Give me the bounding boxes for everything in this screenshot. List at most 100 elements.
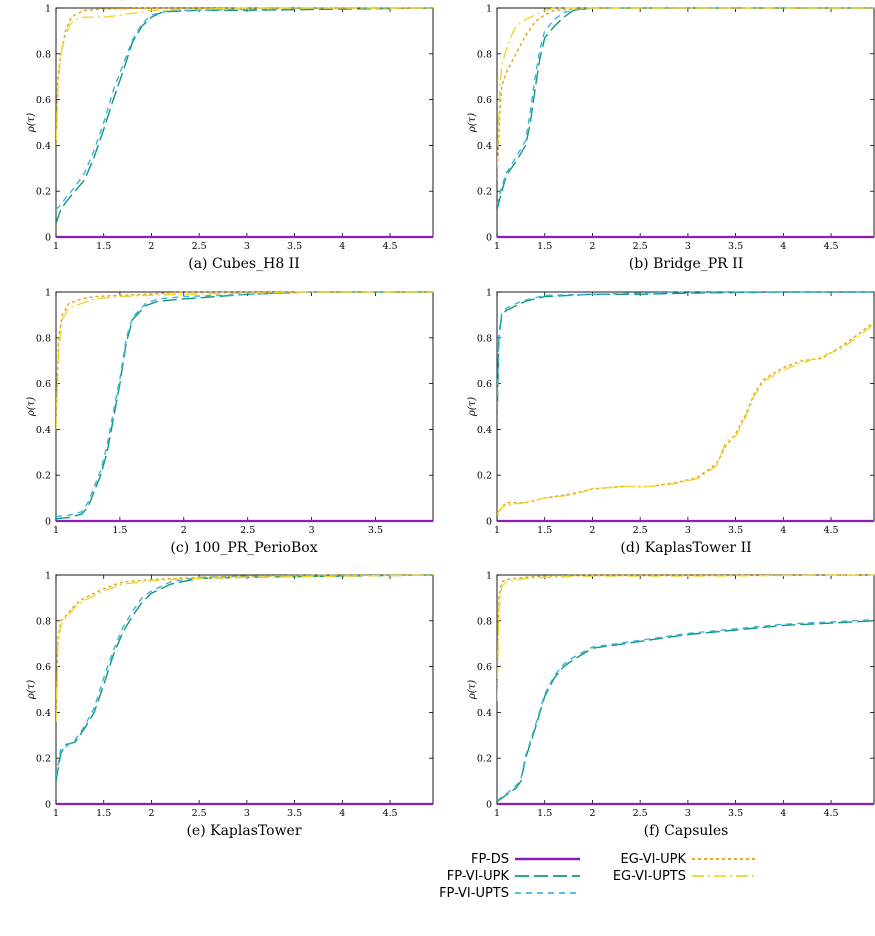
y-tick-label: 0.4: [36, 425, 51, 436]
x-tick-label: 1.5: [96, 808, 111, 819]
y-tick-label: 0.8: [477, 333, 492, 344]
x-tick-label: 4.5: [382, 808, 397, 819]
y-tick-label: 0: [45, 233, 51, 244]
plot-frame: [55, 7, 434, 238]
x-tick-label: 1.5: [96, 241, 111, 252]
x-tick-label: 2.5: [240, 525, 255, 536]
y-tick-label: 0.6: [477, 95, 492, 106]
y-tick-label: 1: [486, 4, 492, 15]
x-tick-label: 2: [589, 808, 595, 819]
series-line-fp-vi-upk: [56, 574, 433, 782]
series-line-eg-vi-upts: [56, 291, 433, 430]
plot-frame: [496, 291, 875, 522]
x-tick-label: 3.5: [728, 808, 743, 819]
x-tick-label: 1.5: [537, 808, 552, 819]
series-line-fp-vi-upts: [497, 619, 874, 802]
series-line-fp-vi-upk: [497, 291, 874, 425]
legend: FP-DS FP-VI-UPK FP-VI-UPTS EG-VI-UPK EG-…: [439, 852, 756, 901]
x-tick-label: 4.5: [382, 241, 397, 252]
y-tick-label: 0.2: [36, 187, 51, 198]
y-tick-label: 0: [45, 800, 51, 811]
y-tick-label: 0: [486, 517, 492, 528]
series-line-fp-vi-upk: [497, 620, 874, 803]
legend-label-fp-ds: FP-DS: [471, 852, 509, 867]
series-line-eg-vi-upk: [497, 574, 874, 690]
y-tick-label: 0.2: [477, 187, 492, 198]
x-tick-label: 3.5: [287, 241, 302, 252]
x-tick-label: 3.5: [728, 525, 743, 536]
x-tick-label: 2.5: [633, 241, 648, 252]
y-tick-label: 0.8: [36, 333, 51, 344]
y-tick-label: 0.4: [477, 708, 492, 719]
y-tick-label: 0.4: [477, 141, 492, 152]
y-tick-label: 1: [45, 4, 51, 15]
panel-caption: (d) KaplasTower II: [620, 540, 751, 556]
x-tick-label: 2.5: [633, 525, 648, 536]
y-tick-label: 1: [45, 571, 51, 582]
x-tick-label: 1.5: [537, 525, 552, 536]
y-tick-label: 1: [486, 571, 492, 582]
chart-panel-3: 1 1.5 2 2.5 3 3.5 0 0.2 0.4 0.6 0.8 1 ρ(τ) (c) 100_PR…: [26, 288, 434, 556]
y-tick-label: 0.2: [477, 471, 492, 482]
y-tick-label: 0.2: [477, 754, 492, 765]
y-axis-label: ρ(τ): [467, 113, 478, 133]
panels: 1 1.5 2 2.5 3 3.5 4 4.5 0 0.2 0.4 0.6 0.8 1 ρ(τ) (a) Cu…: [26, 4, 875, 839]
x-tick-label: 2: [148, 808, 154, 819]
x-tick-label: 2: [589, 241, 595, 252]
x-tick-label: 4: [339, 808, 345, 819]
panel-caption: (a) Cubes_H8 II: [188, 256, 300, 272]
series-line-eg-vi-upk: [56, 574, 433, 718]
y-tick-label: 0: [45, 517, 51, 528]
chart-panel-2: 1 1.5 2 2.5 3 3.5 4 4.5 0 0.2 0.4 0.6 0.8 1 ρ(τ) (b) Br…: [467, 4, 875, 272]
x-tick-label: 4: [780, 241, 786, 252]
series-line-fp-vi-upk: [56, 7, 433, 224]
y-tick-label: 0.6: [36, 95, 51, 106]
panel-caption: (b) Bridge_PR II: [629, 256, 743, 272]
y-tick-label: 0.8: [477, 49, 492, 60]
x-tick-label: 2.5: [192, 808, 207, 819]
y-tick-label: 0.2: [36, 754, 51, 765]
y-tick-label: 0.8: [477, 616, 492, 627]
plot-frame: [496, 7, 875, 238]
series-line-eg-vi-upts: [56, 574, 433, 722]
y-axis-label: ρ(τ): [26, 397, 37, 417]
y-axis-label: ρ(τ): [467, 680, 478, 700]
y-tick-label: 0.8: [36, 49, 51, 60]
series-line-eg-vi-upts: [56, 7, 433, 141]
x-tick-label: 2.5: [192, 241, 207, 252]
x-tick-label: 1: [494, 808, 500, 819]
x-tick-label: 1: [494, 525, 500, 536]
x-tick-label: 4.5: [823, 241, 838, 252]
series-line-fp-vi-upk: [56, 291, 433, 520]
x-tick-label: 1: [494, 241, 500, 252]
legend-label-fp-vi-upk: FP-VI-UPK: [447, 869, 510, 884]
series-line-fp-vi-upts: [56, 7, 433, 211]
x-tick-label: 3: [685, 525, 691, 536]
chart-panel-6: 1 1.5 2 2.5 3 3.5 4 4.5 0 0.2 0.4 0.6 0.8 1 ρ(τ) (f) Ca…: [467, 571, 875, 839]
x-tick-label: 3: [685, 241, 691, 252]
x-tick-label: 3: [685, 808, 691, 819]
y-axis-label: ρ(τ): [467, 397, 478, 417]
legend-label-eg-vi-upk: EG-VI-UPK: [620, 852, 686, 867]
y-tick-label: 0.6: [36, 379, 51, 390]
series-line-fp-vi-upts: [56, 291, 433, 518]
x-tick-label: 3: [244, 241, 250, 252]
x-tick-label: 2.5: [633, 808, 648, 819]
x-tick-label: 3.5: [287, 808, 302, 819]
x-tick-label: 4: [780, 525, 786, 536]
chart-panel-1: 1 1.5 2 2.5 3 3.5 4 4.5 0 0.2 0.4 0.6 0.8 1 ρ(τ) (a) Cu…: [26, 4, 434, 272]
y-tick-label: 1: [486, 288, 492, 299]
x-tick-label: 1: [53, 525, 59, 536]
y-tick-label: 0.2: [36, 471, 51, 482]
y-tick-label: 0.6: [477, 379, 492, 390]
chart-panel-5: 1 1.5 2 2.5 3 3.5 4 4.5 0 0.2 0.4 0.6 0.8 1 ρ(τ) (e) Ka…: [26, 571, 434, 839]
x-tick-label: 4.5: [823, 525, 838, 536]
legend-label-fp-vi-upts: FP-VI-UPTS: [439, 886, 509, 901]
panel-caption: (e) KaplasTower: [186, 823, 301, 839]
series-line-eg-vi-upts: [497, 7, 874, 169]
x-tick-label: 4: [339, 241, 345, 252]
y-tick-label: 0.4: [477, 425, 492, 436]
y-tick-label: 0.4: [36, 708, 51, 719]
